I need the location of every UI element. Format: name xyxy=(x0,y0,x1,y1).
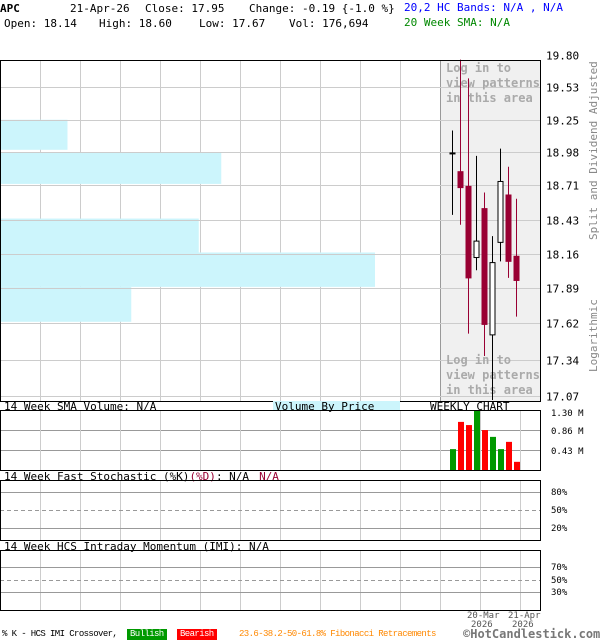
pattern-text: Log in to xyxy=(446,61,511,75)
pattern-text: Log in to xyxy=(446,353,511,367)
osc-tick-label: 80% xyxy=(551,488,568,498)
y-tick-label: 18.43 xyxy=(546,215,579,228)
pattern-watermark: Log in to view patterns in this area Log… xyxy=(446,61,540,397)
stoch-frame xyxy=(0,480,541,541)
candle-body xyxy=(497,180,504,243)
volume-bar xyxy=(514,461,520,470)
footer-legend: % K - HCS IMI Crossover, xyxy=(2,629,118,639)
osc-tick-label: 30% xyxy=(551,588,568,598)
vbp-bar xyxy=(0,252,375,287)
y-tick-label: 17.62 xyxy=(546,318,579,331)
x-tick-label: 21-Apr xyxy=(508,611,541,621)
volume-bar xyxy=(506,441,512,470)
date: 21-Apr-26 xyxy=(70,2,130,15)
x-tick-year: 2026 xyxy=(471,620,493,630)
pattern-text: in this area xyxy=(446,383,533,397)
vbp-bar xyxy=(0,152,222,184)
candle-body xyxy=(465,185,472,279)
volume-title: 14 Week SMA Volume: N/A xyxy=(4,400,157,413)
fib-legend: 23.6-38.2-50-61.8% Fibonacci Retracement… xyxy=(239,629,436,639)
y-tick-label: 19.53 xyxy=(546,82,579,95)
candle-body xyxy=(473,240,480,259)
pattern-area xyxy=(441,61,540,401)
vbp-label-bg xyxy=(273,401,400,410)
open-value: Open: 18.14 xyxy=(4,17,77,30)
y-tick-label: 17.34 xyxy=(546,355,579,368)
chart-type-label: WEEKLY CHART xyxy=(430,400,510,413)
adjusted-note: Split and Dividend Adjusted xyxy=(587,61,600,240)
candle-body xyxy=(457,171,464,189)
high-value: High: 18.60 xyxy=(99,17,172,30)
close-value: Close: 17.95 xyxy=(145,2,225,15)
low-value: Low: 17.67 xyxy=(199,17,266,30)
change-value: Change: -0.19 {-1.0 %} xyxy=(249,2,395,15)
x-tick-label: 20-Mar xyxy=(467,611,500,621)
imi-frame xyxy=(0,550,541,611)
candle-body xyxy=(489,262,496,336)
vbp-bar xyxy=(0,218,199,253)
osc-tick-label: 70% xyxy=(551,563,568,573)
log-note: Logarithmic xyxy=(587,299,600,372)
osc-tick-label: 50% xyxy=(551,506,568,516)
volume-bar xyxy=(474,411,480,470)
volume-bar xyxy=(498,449,504,470)
y-tick-label: 18.98 xyxy=(546,147,579,160)
imi-title: 14 Week HCS Intraday Momentum (IMI): N/A xyxy=(4,540,269,553)
y-tick-label: 19.80 xyxy=(546,50,579,63)
osc-tick-label: 20% xyxy=(551,524,568,534)
volume-bar xyxy=(450,449,456,470)
stoch-title: 14 Week Fast Stochastic (%K)(%D): N/A N/A xyxy=(4,470,279,483)
osc-tick-label: 50% xyxy=(551,576,568,586)
y-tick-label: 17.07 xyxy=(546,391,579,404)
volume-bar xyxy=(466,425,472,470)
volume-by-price xyxy=(0,119,375,322)
volume-value: Vol: 176,694 xyxy=(289,17,369,30)
volume-bars xyxy=(450,411,520,470)
x-tick-year: 2026 xyxy=(512,620,534,630)
stoch-k-label: 14 Week Fast Stochastic (%K) xyxy=(4,470,189,483)
candles xyxy=(449,59,520,401)
y-tick-label: 17.89 xyxy=(546,283,579,296)
pattern-text: in this area xyxy=(446,91,533,105)
hc-bands: 20,2 HC Bands: N/A , N/A xyxy=(404,1,563,14)
bullish-badge: Bullish xyxy=(127,629,167,640)
sma-20: 20 Week SMA: N/A xyxy=(404,16,510,29)
y-tick-label: 18.71 xyxy=(546,180,579,193)
stoch-d-label: (%D) xyxy=(189,470,216,483)
candle-body xyxy=(505,194,512,262)
pattern-text: view patterns xyxy=(446,76,540,90)
y-tick-label: 19.25 xyxy=(546,115,579,128)
volume-tick-label: 0.43 M xyxy=(551,447,584,457)
volume-frame xyxy=(0,410,541,471)
candle-body xyxy=(481,208,488,325)
volume-bar xyxy=(458,421,464,470)
vbp-bar xyxy=(0,286,132,322)
bearish-badge: Bearish xyxy=(177,629,217,640)
volume-bar xyxy=(482,430,488,470)
candle-body xyxy=(513,255,520,281)
y-tick-label: 18.16 xyxy=(546,249,579,262)
stoch-d-value: N/A xyxy=(259,470,279,483)
brand-logo[interactable]: ©HotCandlestick.com xyxy=(463,627,600,641)
vbp-bar xyxy=(0,119,68,150)
volume-tick-label: 0.86 M xyxy=(551,427,584,437)
main-frame xyxy=(0,60,541,402)
volume-tick-label: 1.30 M xyxy=(551,409,584,419)
symbol: APC xyxy=(0,2,20,15)
stoch-k-value: : N/A xyxy=(216,470,249,483)
vbp-label: Volume By Price xyxy=(275,400,374,413)
volume-bar xyxy=(490,436,496,470)
